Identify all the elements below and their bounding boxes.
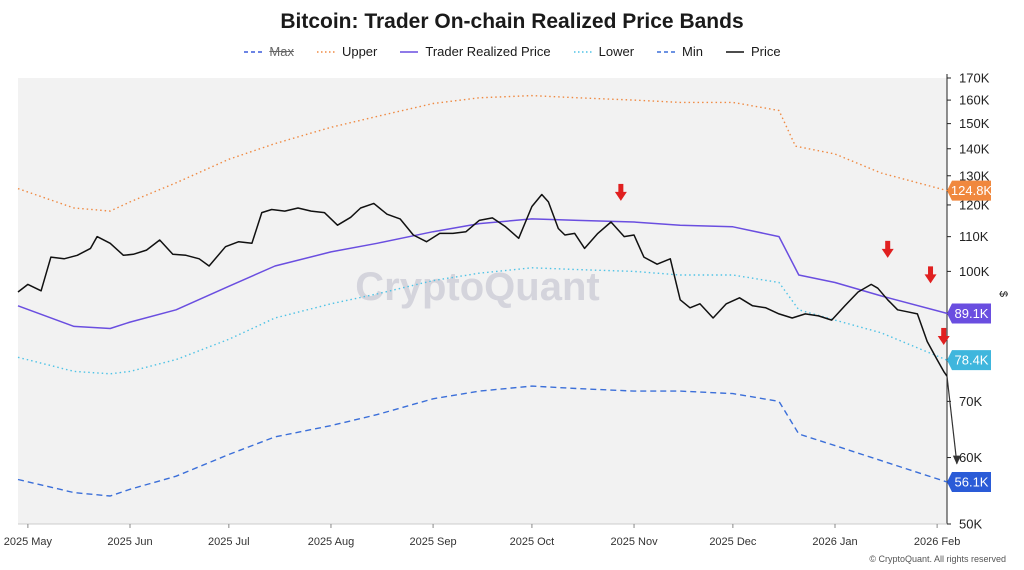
legend-label: Price <box>750 44 781 59</box>
x-tick-label: 2025 Oct <box>510 536 555 548</box>
y-tick-label: 50K <box>959 517 982 532</box>
down-arrow-icon <box>881 240 894 258</box>
arrow-head <box>924 274 937 284</box>
x-tick-label: 2025 Sep <box>410 536 457 548</box>
legend-swatch <box>573 50 592 53</box>
legend-label: Max <box>269 44 294 59</box>
x-tick-label: 2026 Jan <box>812 536 857 548</box>
y-tick-label: 150K <box>959 116 990 131</box>
series-min <box>17 385 948 497</box>
legend-label: Min <box>682 44 703 59</box>
value-badge: 56.1K <box>947 472 991 493</box>
value-badge-text: 124.8K <box>951 183 993 198</box>
legend-item-upper[interactable]: Upper <box>316 44 377 59</box>
x-tick-label: 2025 Nov <box>610 536 658 548</box>
value-badge-bg <box>947 472 991 493</box>
legend-item-lower[interactable]: Lower <box>573 44 634 59</box>
y-tick-label: 70K <box>959 394 982 409</box>
y-tick-label: 140K <box>959 141 990 156</box>
y-unit-label: $ <box>997 291 1009 297</box>
legend-item-price[interactable]: Price <box>725 44 781 59</box>
arrow-head <box>937 335 950 345</box>
legend-label: Upper <box>341 44 378 59</box>
legend-item-trader-realized-price[interactable]: Trader Realized Price <box>399 44 551 59</box>
value-badge-text: 56.1K <box>955 475 989 490</box>
legend-swatch <box>657 50 676 53</box>
y-tick-label: 160K <box>959 93 990 108</box>
y-tick-label: 130K <box>959 168 990 183</box>
x-tick-label: 2025 Jul <box>208 536 250 548</box>
arrow-shaft <box>928 266 934 276</box>
value-badge-bg <box>947 180 991 201</box>
legend-swatch <box>316 50 335 53</box>
series-trader-realized-price <box>17 218 948 330</box>
legend: Max Upper Trader Realized Price Lower Min Pri… <box>0 44 1024 59</box>
arrow-shaft <box>941 327 947 337</box>
value-badge: 78.4K <box>947 350 991 371</box>
legend-label: Lower <box>598 44 635 59</box>
chart-title: Bitcoin: Trader On-chain Realized Price … <box>280 10 744 33</box>
x-tick-label: 2025 Jun <box>107 536 152 548</box>
x-tick-label: 2025 May <box>4 536 53 548</box>
legend-item-max[interactable]: Max <box>243 44 294 59</box>
value-badge: 89.1K <box>947 303 991 324</box>
arrow-shaft <box>885 240 891 250</box>
legend-label: Trader Realized Price <box>425 44 551 59</box>
legend-swatch <box>244 50 263 53</box>
watermark: CryptoQuant <box>355 265 599 309</box>
down-arrow-icon <box>937 327 950 345</box>
down-arrow-icon <box>924 266 937 284</box>
arrow-shaft <box>618 183 624 193</box>
arrow-head <box>614 191 627 201</box>
arrow-head <box>881 248 894 258</box>
value-badge-text: 89.1K <box>955 306 989 321</box>
series-upper <box>17 94 948 212</box>
y-tick-label: 170K <box>959 71 990 86</box>
value-badge-bg <box>947 350 991 371</box>
value-badge: 124.8K <box>947 180 993 201</box>
x-tick-label: 2025 Aug <box>308 536 355 548</box>
y-tick-label: 60K <box>959 450 982 465</box>
series-price <box>17 193 948 377</box>
legend-swatch <box>725 50 744 53</box>
legend-item-min[interactable]: Min <box>656 44 703 59</box>
value-badge-text: 78.4K <box>955 353 989 368</box>
series-lower <box>17 267 948 375</box>
y-tick-label: 100K <box>959 264 990 279</box>
x-tick-label: 2026 Feb <box>914 536 960 548</box>
legend-swatch <box>400 50 419 53</box>
x-tick-label: 2025 Dec <box>709 536 757 548</box>
projection-arrow <box>946 376 958 464</box>
projection-arrowhead <box>952 455 961 465</box>
value-badge-bg <box>947 303 991 324</box>
copyright: © CryptoQuant. All rights reserved <box>869 554 1006 564</box>
down-arrow-icon <box>614 183 627 201</box>
y-tick-label: 110K <box>959 229 989 244</box>
y-tick-label: 120K <box>959 197 990 212</box>
